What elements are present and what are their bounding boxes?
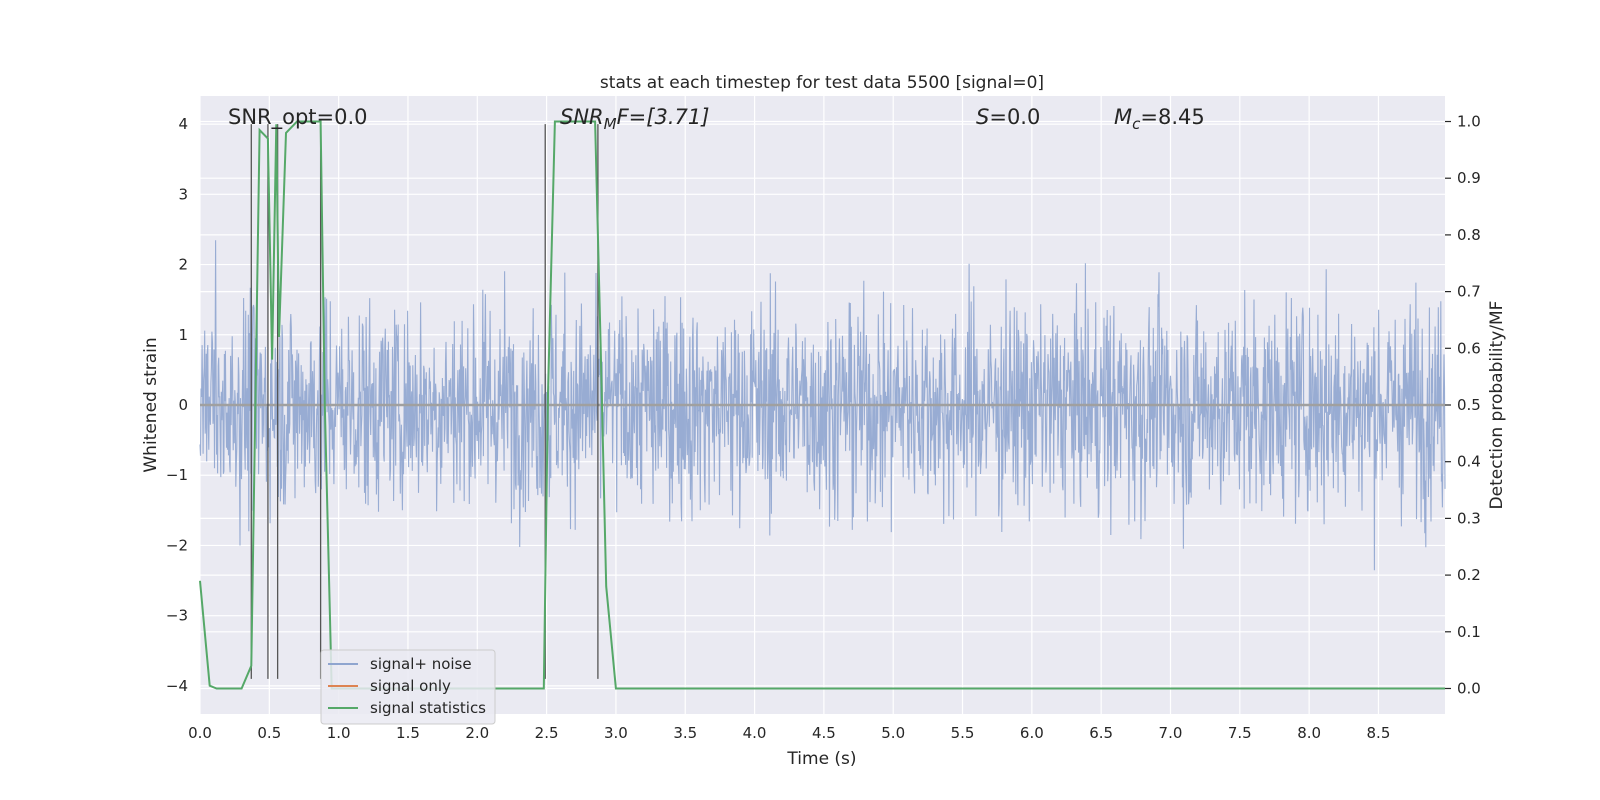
x-tick-label: 4.5	[812, 724, 836, 742]
x-tick-label: 1.0	[327, 724, 351, 742]
x-axis-ticks: 0.0 0.5 1.0 1.5 2.0 2.5 3.0 3.5 4.0 4.5 5.0 5.5 6.0 6…	[188, 724, 1390, 742]
x-tick-label: 3.0	[604, 724, 628, 742]
chart-title: stats at each timestep for test data 550…	[600, 73, 1044, 93]
x-tick-label: 2.0	[465, 724, 489, 742]
x-tick-label: 2.5	[535, 724, 559, 742]
x-tick-label: 6.0	[1020, 724, 1044, 742]
annotation-mc-sub: c	[1132, 115, 1141, 133]
legend: signal+ noise signal only signal statist…	[320, 649, 496, 725]
y2-tick-label: 0.3	[1457, 509, 1481, 527]
x-tick-label: 3.5	[673, 724, 697, 742]
annotation-mc-rest: =8.45	[1140, 105, 1204, 129]
y-tick-label: −2	[166, 536, 188, 554]
x-tick-label: 5.5	[951, 724, 975, 742]
y2-tick-label: 0.8	[1457, 226, 1481, 244]
x-tick-label: 6.5	[1089, 724, 1113, 742]
y2-axis-label: Detection probability/MF	[1487, 301, 1507, 510]
y-tick-label: 2	[178, 256, 188, 274]
x-axis-label: Time (s)	[786, 749, 856, 769]
x-tick-label: 5.0	[881, 724, 905, 742]
x-tick-label: 0.5	[257, 724, 281, 742]
annotation-snr-mf-rest: F=[3.71]	[617, 105, 710, 129]
y-tick-label: −3	[166, 607, 188, 625]
annotation-s-label: S	[976, 105, 989, 129]
y-axis-label: Whitened strain	[141, 337, 161, 472]
x-tick-label: 1.5	[396, 724, 420, 742]
y-tick-label: 3	[178, 185, 188, 203]
legend-label-signal-only: signal only	[370, 677, 451, 695]
annotation-mc: Mc=8.45	[1114, 105, 1205, 133]
noise-trace	[199, 240, 1446, 571]
y2-axis-ticks: 0.0 0.1 0.2 0.3 0.4 0.5 0.6 0.7 0.8 0.9 1.0	[1445, 113, 1481, 697]
y2-tick-label: 1.0	[1457, 113, 1481, 131]
annotation-snr-mf-sub: M	[604, 115, 617, 133]
annotation-snr-mf-label: SNR	[560, 105, 604, 129]
y-tick-label: −4	[166, 677, 188, 695]
y-tick-label: 4	[178, 115, 188, 133]
legend-box	[320, 649, 496, 725]
y-tick-label: −1	[166, 466, 188, 484]
y-tick-label: 0	[178, 396, 188, 414]
annotation-mc-label: M	[1114, 105, 1132, 129]
series-signal-noise	[199, 240, 1446, 571]
y2-tick-label: 0.2	[1457, 566, 1481, 584]
y-axis-ticks: −4 −3 −2 −1 0 1 2 3 4	[166, 115, 188, 695]
annotation-s: S=0.0	[976, 105, 1040, 129]
annotation-s-rest: =0.0	[989, 105, 1040, 129]
legend-label-signal-statistics: signal statistics	[370, 699, 486, 717]
legend-label-signal-noise: signal+ noise	[370, 655, 472, 673]
y2-tick-label: 0.6	[1457, 339, 1481, 357]
y-tick-label: 1	[178, 326, 188, 344]
annotation-snr-opt: SNR_opt=0.0	[228, 105, 368, 130]
x-tick-label: 8.0	[1297, 724, 1321, 742]
y2-tick-label: 0.0	[1457, 679, 1481, 697]
y2-tick-label: 0.9	[1457, 169, 1481, 187]
y2-tick-label: 0.4	[1457, 453, 1481, 471]
annotation-snr-mf: SNRMF=[3.71]	[560, 105, 709, 133]
x-tick-label: 7.0	[1159, 724, 1183, 742]
x-tick-label: 4.0	[743, 724, 767, 742]
x-tick-label: 8.5	[1367, 724, 1391, 742]
y2-tick-label: 0.7	[1457, 283, 1481, 301]
y2-tick-label: 0.5	[1457, 396, 1481, 414]
x-tick-label: 7.5	[1228, 724, 1252, 742]
x-tick-label: 0.0	[188, 724, 212, 742]
y2-tick-label: 0.1	[1457, 623, 1481, 641]
